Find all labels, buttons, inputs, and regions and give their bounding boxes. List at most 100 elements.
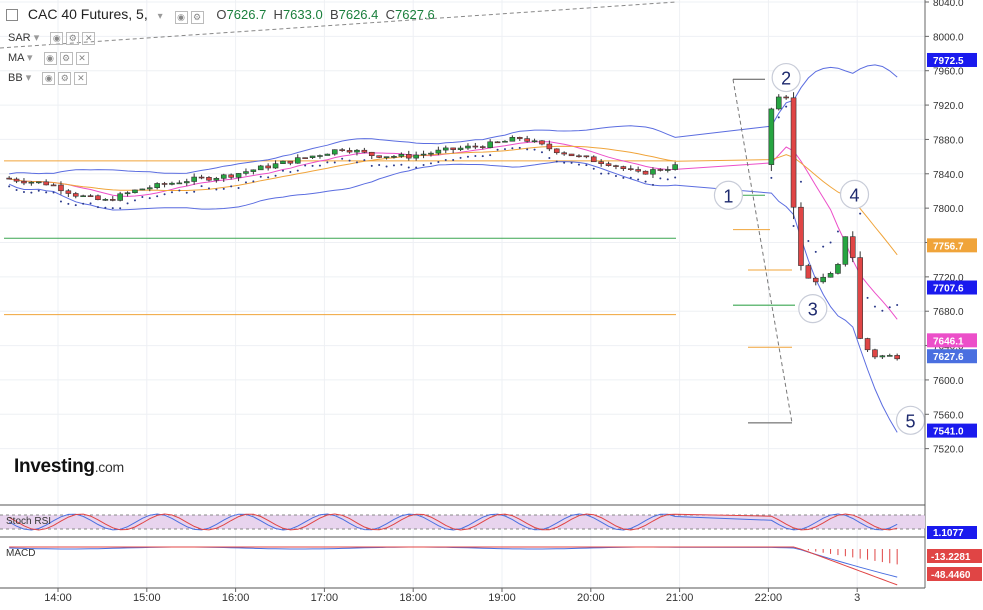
sar-dot [896, 304, 899, 307]
candle [132, 189, 138, 194]
candle-body [294, 157, 301, 164]
eye-icon[interactable]: ◉ [42, 71, 56, 85]
candle-body [257, 165, 264, 171]
candle-body [635, 169, 641, 172]
sar-dot [459, 156, 462, 159]
sar-dot [82, 202, 85, 205]
badge-bg [927, 280, 977, 295]
sar-dot [163, 193, 166, 196]
gear-icon[interactable]: ⚙ [59, 51, 73, 65]
candle [576, 154, 582, 158]
macd-line [9, 546, 898, 578]
candle-body [272, 163, 279, 169]
candle [642, 170, 649, 175]
badge-bg [927, 567, 982, 581]
wave-number: 1 [723, 186, 733, 206]
candle [206, 176, 212, 182]
candle [886, 353, 893, 357]
macd-panel: -13.2281 -48.4460 [0, 536, 982, 586]
candle [835, 262, 841, 275]
sar-dot [111, 207, 114, 210]
candle [176, 180, 183, 185]
candle [265, 163, 271, 171]
candle [361, 147, 368, 154]
candle [494, 141, 501, 144]
x-tick-label: 16:00 [222, 592, 250, 604]
candle-body [169, 182, 175, 185]
badge-bg [927, 423, 977, 438]
badge-bg [927, 333, 977, 348]
y-tick-label: 8040.0 [933, 0, 964, 9]
sar-dot [415, 166, 418, 169]
sar-dot [592, 167, 595, 170]
candle-body [798, 206, 804, 266]
price-badge: 7972.5 [927, 52, 977, 67]
candle [154, 182, 160, 190]
candle [479, 145, 486, 150]
sar-dot [555, 160, 558, 163]
sar-dot [400, 163, 403, 166]
candle [568, 153, 575, 157]
candle-body [391, 156, 397, 158]
candle [420, 150, 427, 159]
close-icon[interactable]: ✕ [82, 31, 96, 45]
indicator-sar[interactable]: SAR ▾ ◉ ⚙ ✕ [8, 31, 98, 45]
candle-body [43, 181, 49, 186]
sar-dot [148, 197, 151, 200]
sar-dot [89, 202, 92, 205]
candle-body [857, 257, 863, 339]
candle-body [361, 149, 368, 153]
candle [331, 149, 338, 156]
candle-body [139, 188, 146, 191]
candle [435, 146, 442, 156]
eye-icon[interactable]: ◉ [50, 31, 64, 45]
candle-body [176, 182, 183, 185]
sar-dot [274, 174, 277, 177]
sar-dot [156, 195, 159, 198]
candle-body [516, 137, 523, 139]
badge-label: 1.1077 [933, 528, 964, 539]
candle-body [383, 156, 390, 158]
sar-dot [193, 190, 196, 193]
close-icon[interactable]: ✕ [74, 71, 88, 85]
eye-icon[interactable]: ◉ [174, 10, 188, 24]
candle-body [109, 199, 116, 201]
eye-icon[interactable]: ◉ [43, 51, 57, 65]
sar-dot [540, 151, 543, 154]
candle-body [605, 163, 612, 166]
candle [346, 147, 353, 154]
gear-icon[interactable]: ⚙ [58, 71, 72, 85]
gear-icon[interactable]: ⚙ [190, 10, 204, 24]
candle [849, 231, 856, 263]
candle-body [87, 195, 94, 198]
candle [894, 353, 900, 361]
sar-dot [333, 161, 336, 164]
candle [613, 164, 619, 170]
sar-dot [30, 191, 33, 194]
sar-dot [178, 189, 181, 192]
y-tick-label: 8000.0 [933, 32, 964, 43]
sar-dot [318, 164, 321, 167]
badge-label: -48.4460 [931, 570, 971, 581]
header-menu-icon[interactable] [6, 9, 18, 22]
indicator-ma[interactable]: MA ▾ ◉ ⚙ ✕ [8, 51, 92, 65]
candle-body [775, 96, 782, 110]
candle-body [494, 141, 501, 144]
gear-icon[interactable]: ⚙ [66, 31, 80, 45]
badge-label: 7756.7 [933, 241, 964, 252]
sar-dot [570, 161, 573, 164]
candle [228, 173, 234, 180]
candle-body [842, 236, 849, 265]
sar-dot [563, 161, 566, 164]
sar-dot [533, 148, 536, 151]
badge-bg [927, 549, 982, 563]
candle-body [820, 276, 826, 283]
sar-dot [585, 164, 588, 167]
close-icon[interactable]: ✕ [75, 51, 89, 65]
indicator-bb[interactable]: BB ▾ ◉ ⚙ ✕ [8, 71, 90, 85]
candle [161, 181, 168, 188]
fib-diagonal [732, 79, 793, 423]
dropdown-icon[interactable]: ▾ [157, 11, 163, 22]
sar-dot [289, 171, 292, 174]
